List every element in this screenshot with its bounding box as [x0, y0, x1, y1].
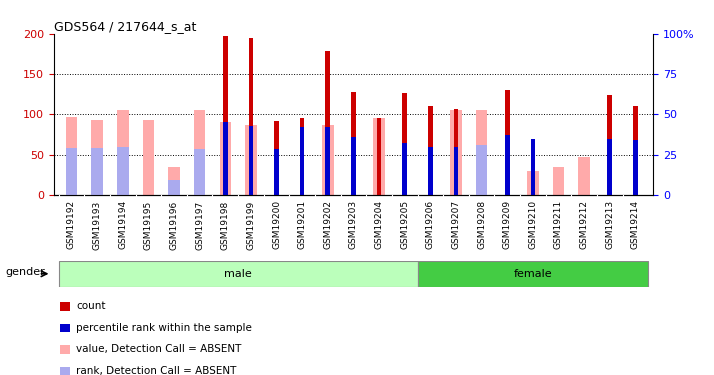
Bar	[117, 147, 129, 195]
Text: GSM19213: GSM19213	[605, 200, 614, 249]
Bar	[59, 261, 418, 287]
Bar	[351, 92, 356, 195]
Bar	[194, 149, 206, 195]
Bar	[403, 142, 407, 195]
Text: GSM19212: GSM19212	[580, 200, 588, 249]
Bar	[91, 120, 103, 195]
Bar	[326, 127, 330, 195]
Bar	[633, 140, 638, 195]
Bar	[428, 147, 433, 195]
Bar	[66, 117, 77, 195]
Text: percentile rank within the sample: percentile rank within the sample	[76, 323, 252, 333]
Bar	[194, 110, 206, 195]
Text: GSM19203: GSM19203	[349, 200, 358, 249]
Bar	[373, 118, 385, 195]
Bar	[531, 139, 536, 195]
Bar	[322, 125, 333, 195]
Bar	[300, 118, 304, 195]
Bar	[248, 38, 253, 195]
Bar	[248, 126, 253, 195]
Text: GSM19202: GSM19202	[323, 200, 332, 249]
Bar	[505, 135, 510, 195]
Bar	[274, 149, 279, 195]
Bar	[219, 123, 231, 195]
Bar	[169, 180, 180, 195]
Bar	[91, 148, 103, 195]
Bar	[59, 324, 71, 332]
Bar	[245, 125, 256, 195]
Text: GSM19205: GSM19205	[400, 200, 409, 249]
Text: GSM19194: GSM19194	[119, 200, 127, 249]
Bar	[608, 139, 612, 195]
Text: GSM19206: GSM19206	[426, 200, 435, 249]
Bar	[223, 123, 228, 195]
Bar	[608, 95, 612, 195]
Bar	[169, 167, 180, 195]
Bar	[403, 93, 407, 195]
Bar	[633, 105, 638, 195]
Bar	[578, 157, 590, 195]
Text: value, Detection Call = ABSENT: value, Detection Call = ABSENT	[76, 345, 242, 354]
Bar	[505, 90, 510, 195]
Text: GSM19195: GSM19195	[144, 200, 153, 249]
Bar	[351, 137, 356, 195]
Bar	[418, 261, 648, 287]
Bar	[377, 118, 381, 195]
Bar	[59, 345, 71, 354]
Text: GSM19208: GSM19208	[477, 200, 486, 249]
Bar	[326, 51, 330, 195]
Bar	[66, 148, 77, 195]
Bar	[59, 367, 71, 375]
Text: GSM19199: GSM19199	[246, 200, 256, 249]
Bar	[527, 171, 538, 195]
Bar	[476, 110, 488, 195]
Bar	[300, 127, 304, 195]
Text: rank, Detection Call = ABSENT: rank, Detection Call = ABSENT	[76, 366, 237, 375]
Text: GDS564 / 217644_s_at: GDS564 / 217644_s_at	[54, 20, 196, 33]
Bar	[143, 120, 154, 195]
Text: GSM19192: GSM19192	[67, 200, 76, 249]
Bar	[476, 145, 488, 195]
Text: GSM19198: GSM19198	[221, 200, 230, 249]
Text: GSM19210: GSM19210	[528, 200, 538, 249]
Text: GSM19207: GSM19207	[451, 200, 461, 249]
Bar	[274, 121, 279, 195]
Text: GSM19196: GSM19196	[169, 200, 178, 249]
Text: GSM19201: GSM19201	[298, 200, 307, 249]
Text: GSM19197: GSM19197	[195, 200, 204, 249]
Bar	[553, 167, 564, 195]
Bar	[453, 147, 458, 195]
Bar	[451, 110, 462, 195]
Text: GSM19209: GSM19209	[503, 200, 512, 249]
Bar	[428, 106, 433, 195]
Bar	[453, 109, 458, 195]
Bar	[59, 302, 71, 310]
Text: GSM19214: GSM19214	[631, 200, 640, 249]
Bar	[223, 36, 228, 195]
Text: GSM19193: GSM19193	[93, 200, 101, 249]
Text: GSM19211: GSM19211	[554, 200, 563, 249]
Text: male: male	[224, 269, 252, 279]
Text: GSM19204: GSM19204	[375, 200, 383, 249]
Bar	[117, 110, 129, 195]
Text: gender: gender	[6, 267, 45, 278]
Text: GSM19200: GSM19200	[272, 200, 281, 249]
Text: female: female	[513, 269, 552, 279]
Text: count: count	[76, 302, 106, 312]
